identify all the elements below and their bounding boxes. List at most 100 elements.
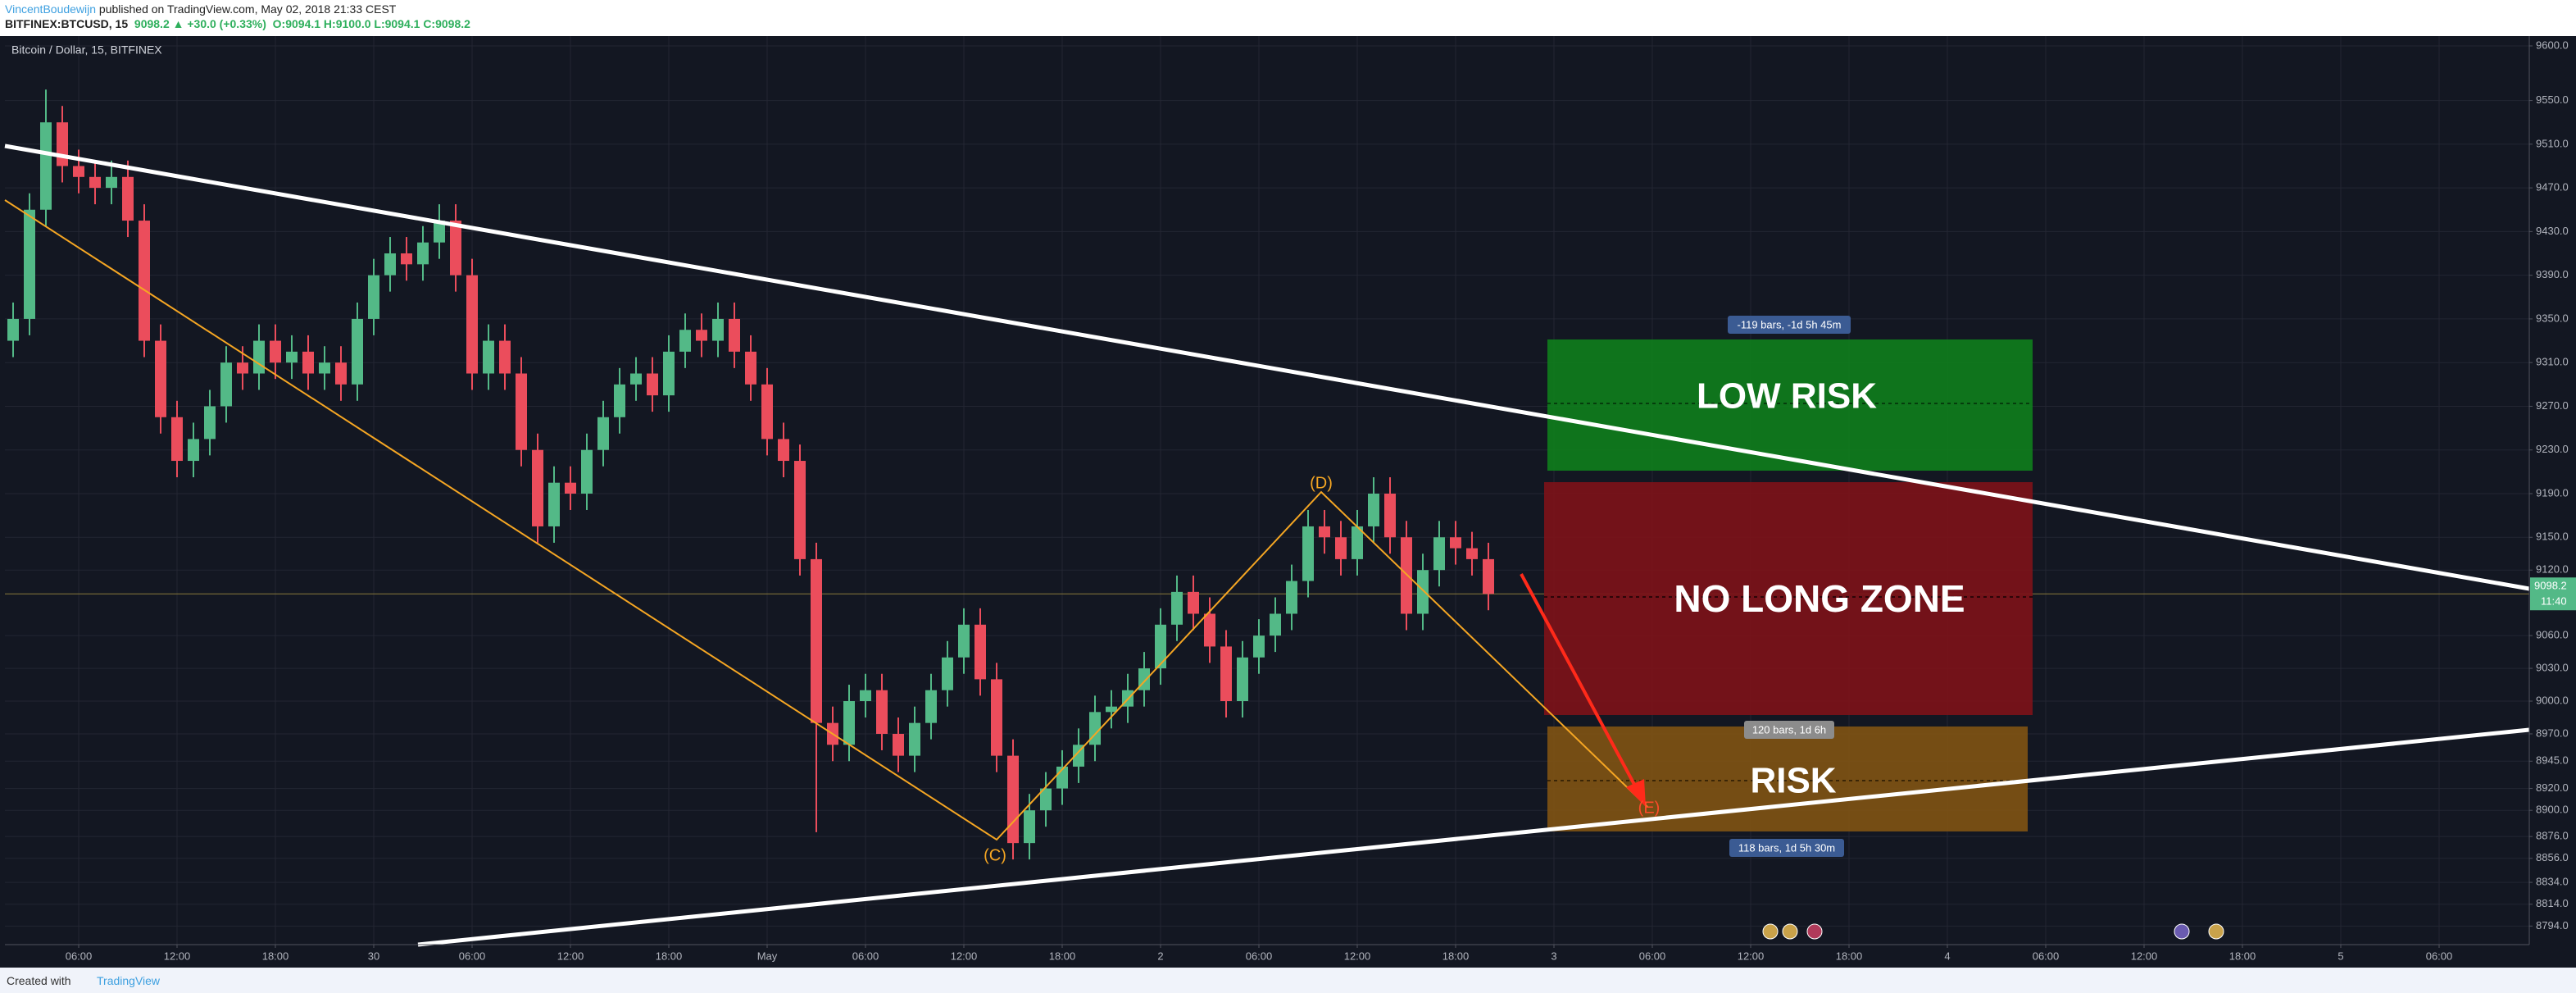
- candle-body: [155, 340, 166, 417]
- x-tick-label: 06:00: [852, 950, 879, 962]
- candle-body: [925, 690, 937, 723]
- candle-body: [302, 351, 314, 374]
- candle-body: [1155, 624, 1166, 669]
- candle-body: [679, 330, 691, 352]
- created-with: Created with: [7, 974, 71, 987]
- author[interactable]: VincentBoudewijn: [5, 2, 97, 16]
- candle-body: [286, 351, 298, 363]
- candle-body: [663, 351, 675, 396]
- event-icon[interactable]: [1806, 923, 1823, 940]
- chart: LOW RISK NO LONG ZONE RISK (C) (D) (E) -…: [0, 36, 2576, 968]
- y-tick-label: 9150.0: [2536, 531, 2569, 543]
- candle-body: [401, 253, 412, 265]
- candle-body: [1089, 712, 1101, 745]
- low-risk-box: [1547, 339, 2033, 471]
- x-tick-label: 12:00: [557, 950, 584, 962]
- event-icon[interactable]: [2208, 923, 2224, 940]
- wave-path: [4, 199, 1648, 841]
- candle-body: [483, 340, 494, 374]
- brand[interactable]: TradingView: [97, 974, 161, 987]
- candle-body: [1466, 548, 1478, 559]
- candle-body: [57, 122, 68, 166]
- y-tick-label: 9030.0: [2536, 662, 2569, 674]
- candle-body: [843, 701, 855, 745]
- y-tick-label: 9390.0: [2536, 268, 2569, 280]
- candle-body: [24, 209, 35, 319]
- upper-trendline: [4, 143, 2530, 591]
- candle-body: [860, 690, 871, 702]
- candle-body: [1433, 537, 1445, 571]
- y-tick-label: 9470.0: [2536, 181, 2569, 194]
- candle-body: [597, 417, 609, 450]
- candle-body: [450, 221, 461, 276]
- event-icon[interactable]: [2174, 923, 2190, 940]
- y-tick-label: 8920.0: [2536, 781, 2569, 794]
- candle-body: [335, 362, 347, 385]
- wave-label: (E): [1638, 799, 1661, 817]
- candle-body: [106, 176, 117, 189]
- y-tick-label: 9270.0: [2536, 399, 2569, 412]
- candle-body: [548, 482, 560, 526]
- candle-body: [7, 318, 19, 341]
- candle-body: [761, 384, 773, 440]
- x-tick-label: 18:00: [1049, 950, 1076, 962]
- grid: [5, 36, 2529, 945]
- x-tick-label: 06:00: [459, 950, 486, 962]
- y-tick-label: 8900.0: [2536, 804, 2569, 816]
- candle-body: [614, 384, 625, 417]
- y-tick-label: 8814.0: [2536, 897, 2569, 909]
- candle-body: [139, 221, 150, 341]
- arrow-shaft: [1520, 573, 1639, 791]
- candle-body: [1040, 788, 1052, 811]
- candle-body: [1368, 493, 1379, 526]
- candle-body: [1171, 591, 1183, 625]
- range-label: 120 bars, 1d 6h: [1752, 723, 1826, 736]
- candle-body: [237, 362, 248, 374]
- candle-body: [1188, 591, 1199, 614]
- candle-body: [319, 362, 330, 374]
- candle-body: [89, 176, 101, 189]
- x-tick-label: 18:00: [262, 950, 289, 962]
- y-tick-label: 9120.0: [2536, 563, 2569, 576]
- y-tick-label: 9430.0: [2536, 225, 2569, 237]
- candle-body: [1007, 755, 1019, 844]
- candle-body: [1483, 558, 1494, 594]
- candle-body: [384, 253, 396, 276]
- y-tick-label: 9350.0: [2536, 312, 2569, 324]
- x-tick-label: 12:00: [164, 950, 191, 962]
- event-icon[interactable]: [1782, 923, 1798, 940]
- candle-body: [532, 449, 543, 526]
- range-tag: [1744, 721, 1834, 739]
- y-tick-label: 9550.0: [2536, 93, 2569, 106]
- range-tag: [1728, 316, 1851, 334]
- last-price-label: 9098.2: [2534, 580, 2567, 592]
- candle-body: [253, 340, 265, 374]
- range-tag: [1729, 839, 1844, 857]
- y-tick-label: 9510.0: [2536, 137, 2569, 149]
- x-tick-label: 12:00: [1738, 950, 1765, 962]
- candle-body: [729, 318, 740, 352]
- candle-body: [1352, 526, 1363, 559]
- y-tick-label: 9000.0: [2536, 694, 2569, 706]
- event-icon[interactable]: [1762, 923, 1779, 940]
- candle-body: [778, 439, 789, 462]
- candle-body: [1384, 493, 1396, 538]
- y-tick-label: 8794.0: [2536, 919, 2569, 932]
- candle-body: [630, 373, 642, 385]
- candle-body: [1401, 537, 1412, 614]
- candle-body: [876, 690, 888, 734]
- candle-body: [1106, 706, 1117, 713]
- low-risk-label: LOW RISK: [1697, 376, 1877, 417]
- candles: [7, 89, 1494, 860]
- candle-body: [352, 318, 363, 385]
- footer: Created with TradingView: [0, 968, 2576, 993]
- candle-body: [434, 221, 445, 243]
- no-long-box: [1544, 482, 2033, 715]
- y-tick-label: 9060.0: [2536, 629, 2569, 641]
- publish-line: VincentBoudewijn published on TradingVie…: [5, 2, 396, 16]
- risk-box: [1547, 727, 2028, 831]
- candle-body: [1237, 657, 1248, 702]
- candle-body: [1073, 745, 1084, 767]
- axes: 9600.0 9550.0 9510.0 9470.0 9430.0 9390.0 9350…: [66, 39, 2576, 962]
